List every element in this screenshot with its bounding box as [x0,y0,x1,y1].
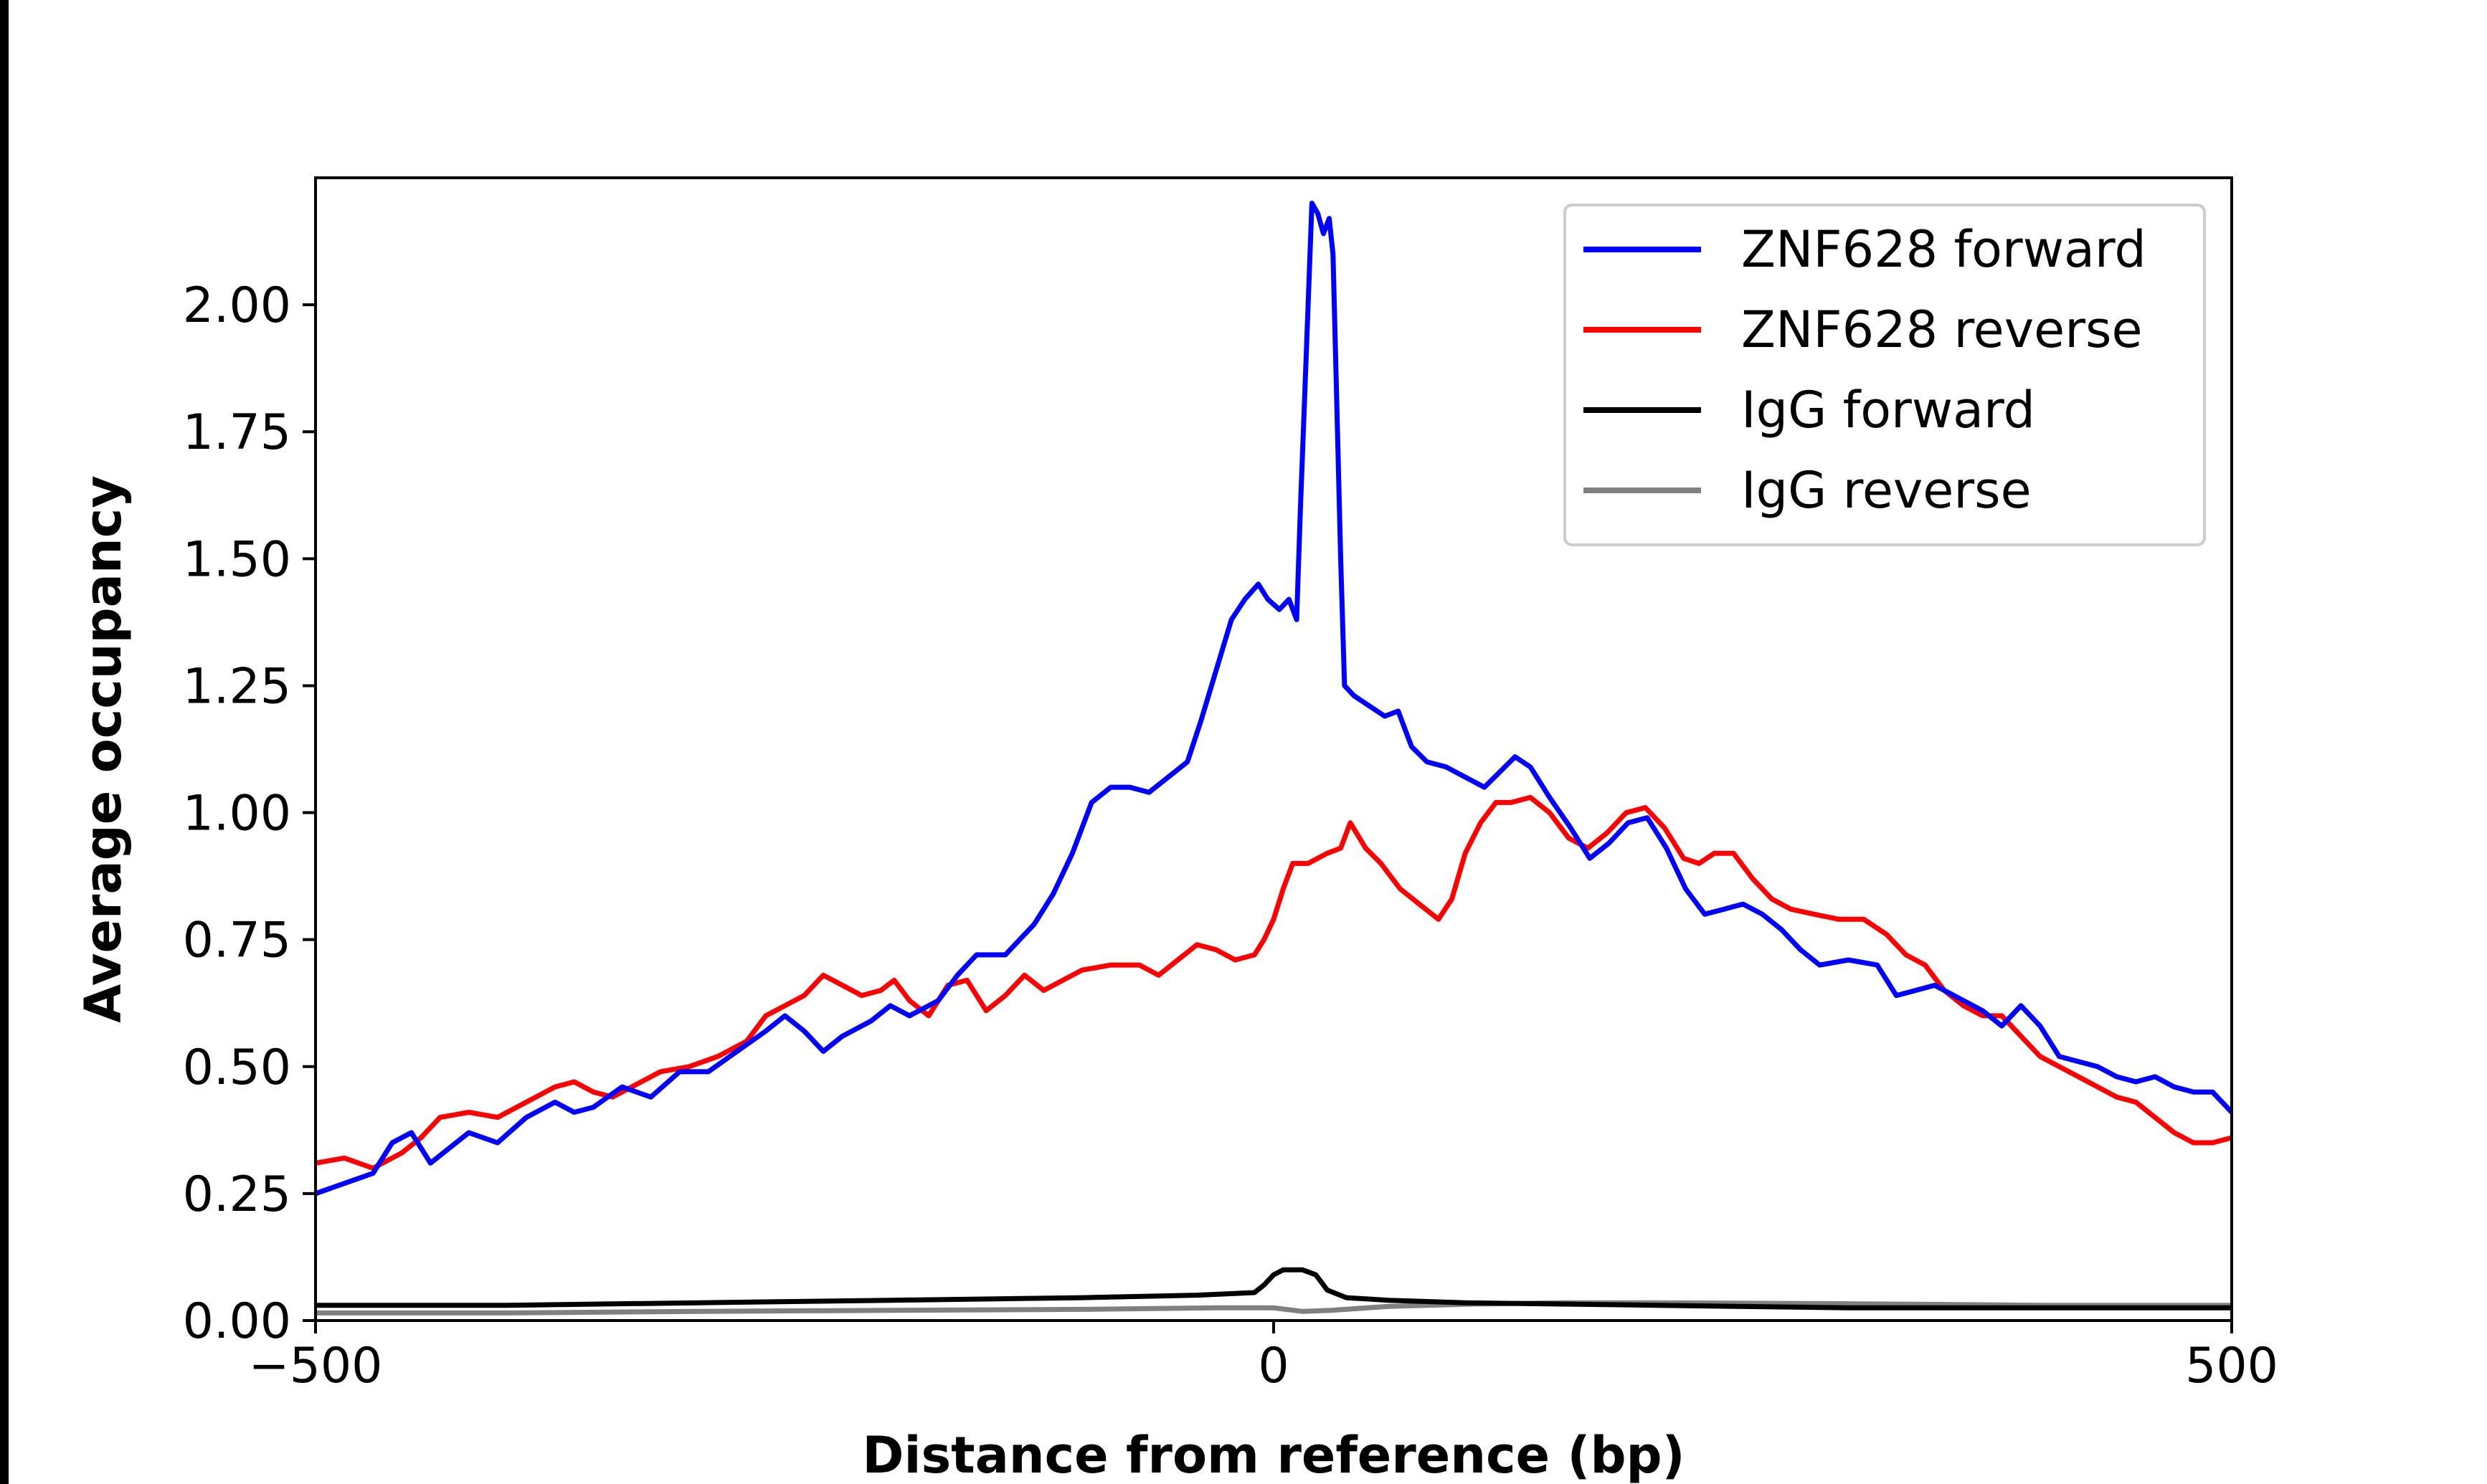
legend-frame [1563,204,2206,546]
plot-area [316,200,2232,1316]
legend-label: IgG forward [1741,381,2035,439]
y-tick-label: 1.75 [183,404,291,461]
y-tick-label: 0.25 [183,1166,291,1223]
y-tick-label: 1.00 [183,786,291,842]
series-line-igg-reverse [316,1300,2232,1316]
legend-label: ZNF628 forward [1741,220,2146,279]
x-tick-label: 500 [2185,1338,2278,1394]
left-edge-bar [0,0,9,1484]
y-tick-label: 1.25 [183,658,291,715]
y-tick-label: 0.00 [183,1293,291,1350]
x-tick-label: 0 [1258,1338,1289,1394]
legend: ZNF628 forward ZNF628 reverse IgG forward I… [1563,204,2206,546]
x-tick-label: −500 [249,1338,383,1394]
series-line-igg-forward [316,1267,2232,1311]
series-lines [316,200,2232,1316]
y-tick-label: 0.75 [183,913,291,969]
y-tick-label: 0.50 [183,1040,291,1096]
plot-frame [314,176,2233,1322]
y-axis-label: Average occupancy [74,475,133,1023]
x-axis-label: Distance from reference (bp) [862,1426,1685,1484]
y-tick-label: 2.00 [183,277,291,334]
series-line-znf628-forward [316,200,2232,1197]
axis-ticks: −500 0 500 0.00 0.25 0.50 0.75 1.00 1.25 1.50 1.75… [183,277,2278,1394]
legend-label: ZNF628 reverse [1741,300,2143,359]
series-line-znf628-reverse [316,794,2232,1171]
y-tick-label: 1.50 [183,531,291,588]
legend-label: IgG reverse [1741,461,2032,520]
